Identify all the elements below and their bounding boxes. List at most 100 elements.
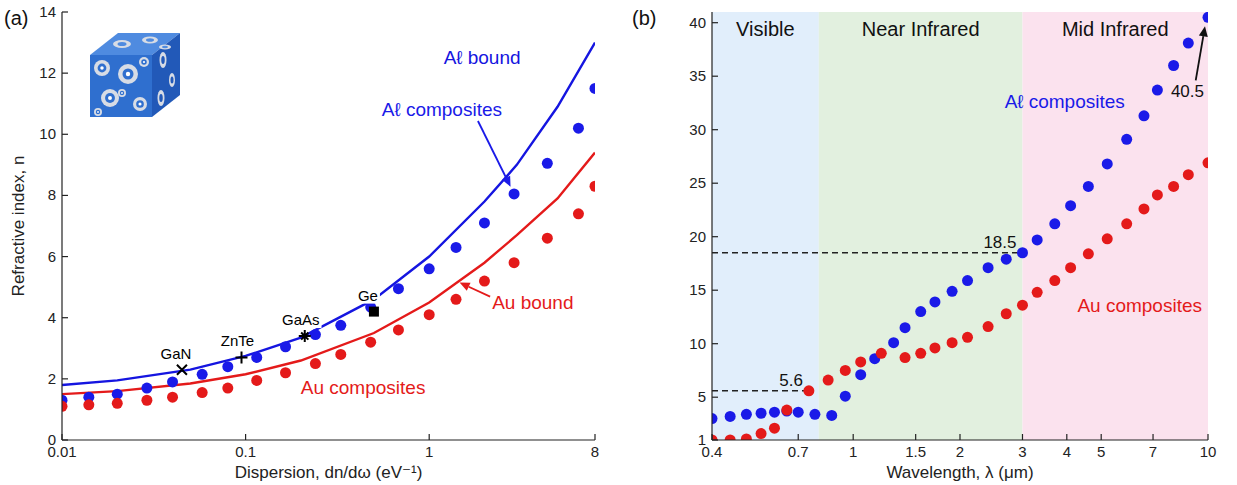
- series-label: Aℓ composites: [1005, 91, 1125, 112]
- x-tick-label: 4: [1063, 443, 1071, 460]
- marker-circle: [251, 375, 262, 386]
- marker-asterisk: [299, 330, 311, 342]
- y-tick: [62, 134, 68, 135]
- series-label: Au composites: [1077, 295, 1202, 316]
- marker-circle: [167, 392, 178, 403]
- x-tick-label: 0.7: [788, 443, 809, 460]
- marker-circle: [1203, 157, 1209, 168]
- y-tick-label: 5: [698, 388, 706, 405]
- y-tick: [712, 22, 718, 23]
- x-tick: [61, 434, 62, 440]
- marker-circle: [803, 385, 814, 396]
- cube-pore: [118, 64, 138, 84]
- label-arrow: [460, 283, 491, 297]
- marker-circle: [1049, 218, 1060, 229]
- cube-pore-core: [171, 77, 174, 84]
- marker-circle: [781, 405, 792, 416]
- cube-pore: [133, 97, 147, 111]
- cube-pore-core: [146, 38, 154, 42]
- marker-circle: [573, 208, 584, 219]
- marker-circle: [900, 322, 911, 333]
- cube-pore: [94, 60, 110, 76]
- x-tick-label: 10: [1200, 443, 1217, 460]
- y-tick-label: 20: [689, 228, 706, 245]
- y-tick: [62, 73, 68, 74]
- y-tick-label: 14: [39, 3, 56, 20]
- region: [819, 12, 1023, 440]
- y-tick: [712, 76, 718, 77]
- arrow-shaft: [1196, 36, 1204, 80]
- annotation-line: [712, 252, 1022, 254]
- marker-circle: [197, 387, 208, 398]
- x-axis-line: [62, 439, 595, 440]
- cube-pore: [113, 40, 131, 48]
- y-tick: [62, 439, 68, 440]
- y-tick-label: 6: [48, 248, 56, 265]
- marker-circle: [365, 337, 376, 348]
- marker-circle: [167, 376, 178, 387]
- x-tick: [429, 434, 430, 440]
- marker-circle: [251, 352, 262, 363]
- marker-circle: [424, 263, 435, 274]
- panel-letter: (a): [4, 7, 28, 29]
- x-tick: [959, 434, 960, 440]
- cube-pore-core: [159, 94, 163, 102]
- marker-circle: [509, 188, 520, 199]
- marker-circle: [393, 324, 404, 335]
- x-tick: [798, 434, 799, 440]
- x-tick: [594, 434, 595, 440]
- marker-circle: [947, 337, 958, 348]
- region-label: Near Infrared: [862, 18, 980, 40]
- y-tick: [712, 290, 718, 291]
- marker-circle: [962, 275, 973, 286]
- figure: 024681012140.010.118Dispersion, dn/dω (e…: [0, 0, 1237, 485]
- series-label-group: Ge: [356, 287, 380, 304]
- marker-circle: [509, 257, 520, 268]
- marker-circle: [1152, 85, 1163, 96]
- x-tick-label: 0.01: [47, 443, 76, 460]
- inset-cube: [90, 33, 180, 117]
- x-tick: [1207, 434, 1208, 440]
- panel: 024681012140.010.118Dispersion, dn/dω (e…: [4, 3, 601, 482]
- annotation-line: [712, 390, 809, 392]
- marker-circle: [393, 283, 404, 294]
- label-patch: [299, 378, 428, 398]
- marker-circle: [1183, 38, 1194, 49]
- marker-circle: [1032, 287, 1043, 298]
- marker-circle: [947, 286, 958, 297]
- marker-circle: [840, 365, 851, 376]
- series-labels: Aℓ composites Au composites: [1005, 91, 1202, 315]
- x-axis-title: Dispersion, dn/dω (eV⁻¹): [235, 463, 423, 482]
- x-tick-label: 5: [1097, 443, 1105, 460]
- cube-pore: [139, 57, 149, 67]
- marker-x: [177, 365, 187, 375]
- marker-circle: [542, 158, 553, 169]
- cube-pore-core: [161, 56, 165, 64]
- marker-circle: [1121, 218, 1132, 229]
- marker-circle: [451, 294, 462, 305]
- region-label: Mid Infrared: [1062, 18, 1169, 40]
- cube-pore-dot: [100, 66, 104, 70]
- marker-circle: [826, 410, 837, 421]
- marker-circle: [855, 369, 866, 380]
- marker-circle: [1183, 169, 1194, 180]
- marker-circle: [712, 413, 718, 424]
- marker-circle: [929, 342, 940, 353]
- series-label: Aℓ composites: [382, 99, 502, 120]
- marker-circle: [542, 233, 553, 244]
- annotation-label: 18.5: [983, 233, 1016, 252]
- cube-pore: [118, 89, 126, 97]
- x-tick-label: 3: [1018, 443, 1026, 460]
- y-tick-label: 10: [689, 335, 706, 352]
- cube-pore-dot: [138, 102, 141, 105]
- marker-circle: [310, 329, 321, 340]
- marker-circle: [1065, 200, 1076, 211]
- cube-pore: [142, 37, 158, 44]
- y-tick: [62, 378, 68, 379]
- marker-circle: [1102, 158, 1113, 169]
- series-label-group: Aℓ composites: [1005, 91, 1125, 112]
- x-tick: [915, 434, 916, 440]
- x-tick-label: 1.5: [905, 443, 926, 460]
- cube-pore: [159, 44, 171, 49]
- marker-circle: [929, 296, 940, 307]
